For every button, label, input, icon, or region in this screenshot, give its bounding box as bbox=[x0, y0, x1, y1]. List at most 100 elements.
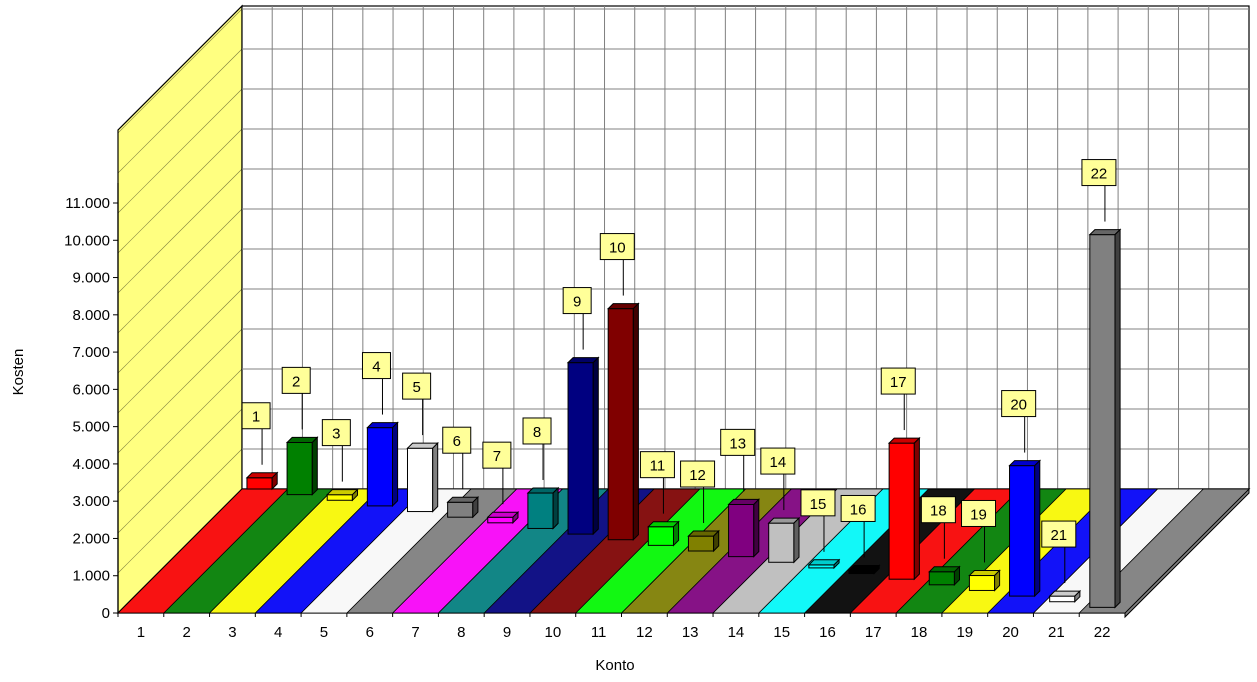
x-tick-label: 22 bbox=[1094, 624, 1111, 641]
bar-side-7 bbox=[512, 511, 519, 525]
bar-4 bbox=[366, 427, 394, 507]
data-label-box bbox=[1001, 390, 1037, 418]
data-label: 14 bbox=[769, 454, 786, 471]
data-label: 5 bbox=[412, 379, 420, 396]
bar-11 bbox=[647, 526, 674, 546]
y-tick-label: 10.000 bbox=[64, 232, 110, 249]
data-label: 1 bbox=[252, 409, 260, 426]
bar-side-9 bbox=[592, 356, 599, 536]
x-tick-label: 5 bbox=[320, 624, 328, 641]
data-label-box bbox=[402, 372, 432, 400]
bar-17 bbox=[888, 442, 915, 580]
wall-hatch bbox=[117, 48, 243, 174]
bar-9 bbox=[567, 362, 594, 535]
data-label-box bbox=[880, 367, 916, 395]
x-tick-label: 8 bbox=[457, 624, 465, 641]
data-label-box bbox=[760, 447, 796, 475]
y-tick-label: 4.000 bbox=[72, 456, 110, 473]
bar-13 bbox=[728, 503, 755, 558]
bar-21 bbox=[1049, 595, 1076, 603]
bar-side-2 bbox=[311, 436, 318, 496]
data-label-box bbox=[281, 366, 311, 394]
data-label-box bbox=[720, 428, 756, 456]
data-label: 11 bbox=[650, 458, 666, 475]
data-label: 21 bbox=[1050, 527, 1067, 544]
bar-side-10 bbox=[632, 302, 639, 541]
wall-hatch bbox=[117, 448, 243, 574]
x-tick-label: 17 bbox=[865, 624, 882, 641]
data-label: 2 bbox=[292, 373, 300, 390]
bar-side-18 bbox=[953, 565, 960, 587]
y-tick-label: 11.000 bbox=[65, 195, 110, 212]
data-label-box bbox=[1081, 159, 1117, 187]
data-label: 20 bbox=[1010, 397, 1027, 414]
x-tick-label: 9 bbox=[503, 624, 511, 641]
x-tick-label: 15 bbox=[773, 624, 790, 641]
bar-side-5 bbox=[432, 441, 439, 513]
wall-hatch bbox=[117, 128, 243, 254]
data-label: 13 bbox=[729, 435, 746, 452]
wall-hatch bbox=[117, 368, 243, 494]
data-label-box bbox=[321, 419, 351, 447]
data-label: 3 bbox=[332, 426, 340, 443]
x-tick-label: 6 bbox=[366, 624, 374, 641]
bar-14 bbox=[768, 522, 795, 563]
bar-18 bbox=[928, 571, 955, 586]
bar-12 bbox=[687, 535, 715, 552]
data-label: 6 bbox=[453, 433, 461, 450]
y-tick-label: 8.000 bbox=[72, 307, 110, 324]
x-tick-label: 19 bbox=[956, 624, 973, 641]
bar-10 bbox=[607, 308, 634, 541]
data-label-box bbox=[1041, 520, 1077, 548]
data-label-box bbox=[840, 494, 876, 522]
bar-19 bbox=[968, 575, 996, 591]
bar-side-11 bbox=[673, 520, 680, 547]
bar-side-15 bbox=[833, 558, 840, 570]
y-tick-label: 0 bbox=[102, 605, 110, 622]
x-tick-label: 1 bbox=[137, 624, 145, 641]
x-tick-label: 14 bbox=[728, 624, 745, 641]
wall-hatch bbox=[117, 8, 243, 134]
bar-side-16 bbox=[873, 564, 880, 575]
bar-8 bbox=[527, 492, 554, 529]
bar-side-14 bbox=[793, 516, 800, 564]
bar-7 bbox=[487, 516, 514, 524]
data-label: 10 bbox=[609, 240, 626, 257]
data-label-box bbox=[920, 496, 956, 524]
data-label: 22 bbox=[1091, 166, 1108, 183]
x-tick-label: 16 bbox=[819, 624, 836, 641]
bar-3 bbox=[326, 494, 353, 501]
data-label: 9 bbox=[573, 294, 581, 311]
wall-hatch bbox=[117, 328, 243, 454]
bar-side-13 bbox=[753, 498, 760, 558]
data-label: 12 bbox=[689, 467, 706, 484]
data-label: 17 bbox=[890, 374, 907, 391]
y-tick-label: 3.000 bbox=[72, 493, 110, 510]
bar-22 bbox=[1089, 234, 1116, 608]
x-tick-label: 11 bbox=[591, 624, 607, 641]
data-label-box bbox=[961, 499, 997, 527]
wall-hatch bbox=[117, 288, 243, 414]
bar-side-1 bbox=[271, 471, 278, 491]
bar-1 bbox=[246, 477, 273, 490]
x-tick-label: 2 bbox=[182, 624, 190, 641]
x-tick-label: 12 bbox=[636, 624, 653, 641]
chart-axes: Konto Kosten 0 1.000 2.000 3.000 4.000 5.000 6… bbox=[10, 183, 1110, 674]
y-tick-label: 6.000 bbox=[72, 381, 110, 398]
x-tick-label: 7 bbox=[411, 624, 419, 641]
data-label-box bbox=[562, 287, 592, 315]
data-label: 19 bbox=[970, 506, 987, 523]
x-tick-label: 4 bbox=[274, 624, 282, 641]
data-label: 8 bbox=[533, 424, 541, 441]
y-axis-title: Kosten bbox=[10, 349, 27, 396]
data-label-box bbox=[361, 352, 391, 380]
data-label: 15 bbox=[810, 496, 827, 513]
data-label-box bbox=[599, 233, 635, 261]
bar-side-6 bbox=[472, 495, 479, 519]
bar-side-8 bbox=[552, 486, 559, 530]
data-label-box bbox=[442, 426, 472, 454]
bar-20 bbox=[1009, 465, 1036, 597]
bar-side-19 bbox=[994, 569, 1001, 592]
bar-side-21 bbox=[1074, 589, 1081, 603]
